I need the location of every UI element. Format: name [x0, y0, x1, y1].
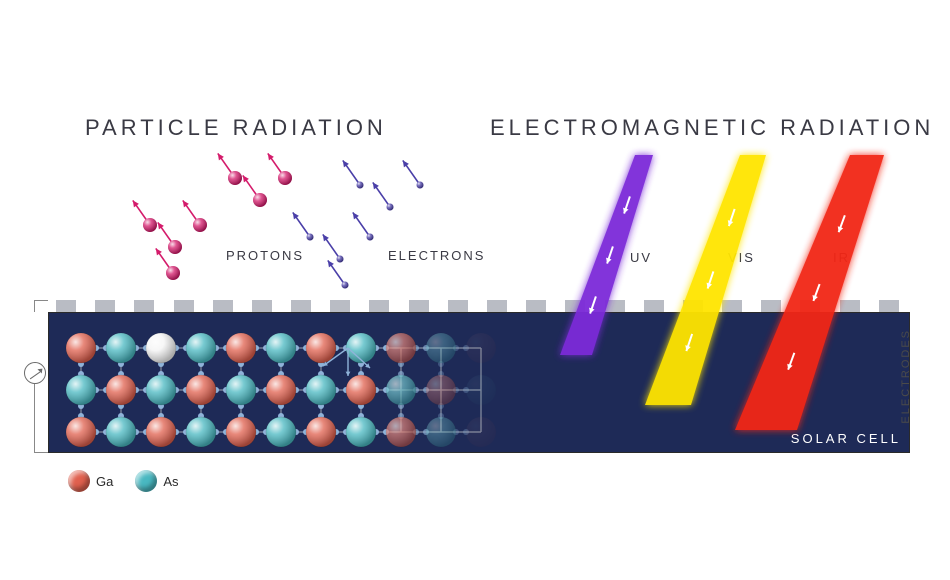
electrode-tab	[644, 300, 664, 312]
electrode-tab	[840, 300, 860, 312]
meter-lead	[34, 452, 48, 453]
legend-label-ga: Ga	[96, 474, 113, 489]
legend-swatch-ga	[68, 470, 90, 492]
electrode-tab	[291, 300, 311, 312]
electrode-tab	[369, 300, 389, 312]
crystal-lattice	[49, 313, 911, 454]
meter-lead	[34, 300, 35, 312]
legend-swatch-as	[135, 470, 157, 492]
solar-cell-body: SOLAR CELL	[48, 312, 910, 453]
electrode-tab	[761, 300, 781, 312]
label-uv: UV	[630, 250, 652, 265]
electrode-tab	[722, 300, 742, 312]
legend: Ga As	[68, 470, 179, 492]
meter-lead	[34, 300, 48, 301]
electrode-tab	[252, 300, 272, 312]
electrode-tab	[213, 300, 233, 312]
electrode-tab	[174, 300, 194, 312]
electrode-tab	[134, 300, 154, 312]
legend-label-as: As	[163, 474, 178, 489]
title-particle-radiation: PARTICLE RADIATION	[85, 115, 387, 141]
electrode-tab	[409, 300, 429, 312]
label-electrons: ELECTRONS	[388, 248, 485, 263]
legend-item-as: As	[135, 470, 178, 492]
electrode-tab	[487, 300, 507, 312]
electrode-tab	[330, 300, 350, 312]
electrode-tab	[683, 300, 703, 312]
electrode-tab	[605, 300, 625, 312]
electrode-tab	[448, 300, 468, 312]
radiation-overlay	[0, 0, 950, 580]
electrode-tab	[526, 300, 546, 312]
electrode-tab	[56, 300, 76, 312]
electrode-tab	[95, 300, 115, 312]
label-ir: IR	[833, 250, 850, 265]
label-vis: VIS	[728, 250, 755, 265]
electrode-tab	[565, 300, 585, 312]
electrode-tab	[800, 300, 820, 312]
title-electromagnetic-radiation: ELECTROMAGNETIC RADIATION	[490, 115, 934, 141]
label-protons: PROTONS	[226, 248, 304, 263]
ammeter-icon	[24, 362, 46, 384]
solar-cell-region: SOLAR CELL ELECTRODES	[48, 300, 910, 453]
solar-cell-label: SOLAR CELL	[791, 431, 901, 446]
legend-item-ga: Ga	[68, 470, 113, 492]
electrode-tab	[879, 300, 899, 312]
meter-lead	[34, 384, 35, 452]
electrodes-label: ELECTRODES	[900, 300, 912, 453]
